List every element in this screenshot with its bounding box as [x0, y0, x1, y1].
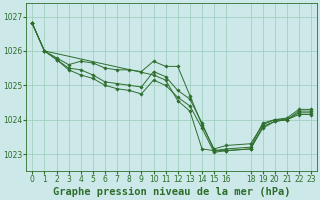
X-axis label: Graphe pression niveau de la mer (hPa): Graphe pression niveau de la mer (hPa): [53, 187, 291, 197]
